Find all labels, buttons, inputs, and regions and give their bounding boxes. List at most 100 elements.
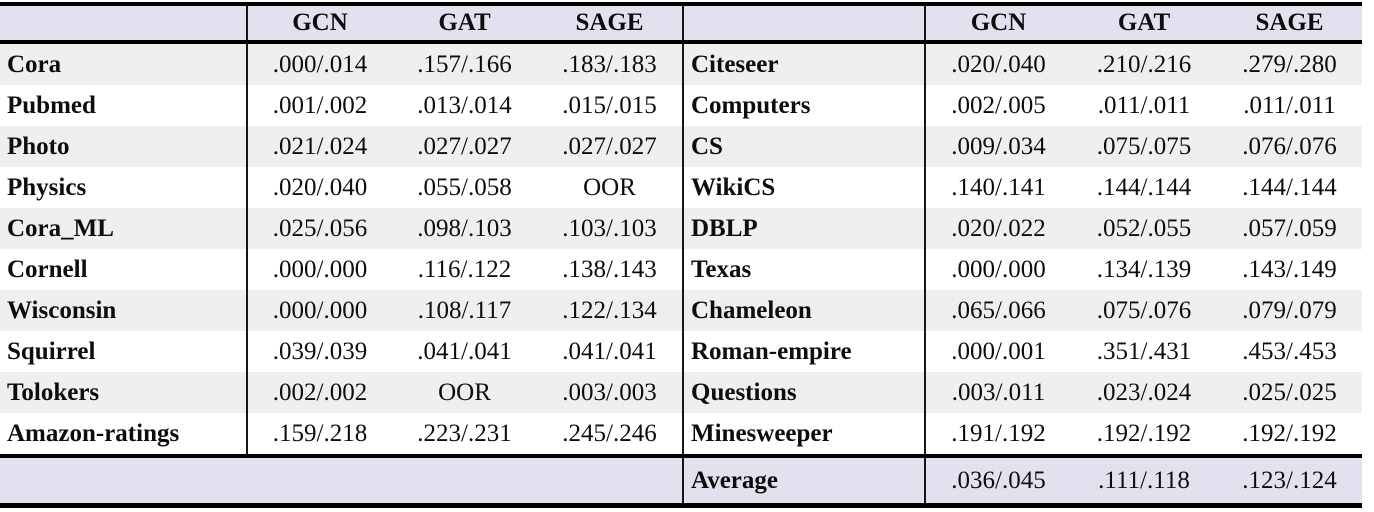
metric-value-cell: .025/.025 (1217, 372, 1362, 413)
metric-value-cell: .223/.231 (392, 413, 537, 456)
table-row: Physics .020/.040.055/.058 OOR WikiCS .140/.… (0, 167, 1362, 208)
table-row: Cornell .000/.000.116/.122.138/.143 Texas.… (0, 249, 1362, 290)
table-row: Pubmed .001/.002.013/.014.015/.015 Compute… (0, 85, 1362, 126)
table-row: Amazon-ratings .159/.218.223/.231.245/.24… (0, 413, 1362, 456)
header-empty-right (683, 4, 926, 44)
metric-value-cell: OOR (392, 372, 537, 413)
dataset-label: Chameleon (683, 290, 926, 331)
metric-value-cell: .009/.034 (925, 126, 1071, 167)
dataset-label: Questions (683, 372, 926, 413)
metric-value-cell: .015/.015 (537, 85, 684, 126)
metric-value-cell: .020/.022 (925, 208, 1071, 249)
metric-value-cell: .075/.076 (1071, 290, 1217, 331)
metric-value-cell: .351/.431 (1071, 331, 1217, 372)
metric-value-cell: .279/.280 (1217, 42, 1362, 85)
dataset-label: Photo (0, 126, 248, 167)
results-table: GCN GAT SAGE GCN GAT SAGE Cora .000/.014.… (0, 2, 1362, 508)
dataset-label: Cora_ML (0, 208, 248, 249)
table-row: Wisconsin .000/.000.108/.117.122/.134 Cham… (0, 290, 1362, 331)
dataset-label: Computers (683, 85, 926, 126)
metric-value-cell: .041/.041 (537, 331, 684, 372)
metric-value-cell: .075/.075 (1071, 126, 1217, 167)
metric-value-cell: .020/.040 (247, 167, 392, 208)
average-label: Average (683, 454, 926, 506)
metric-value-cell: .002/.002 (247, 372, 392, 413)
dataset-label: Amazon-ratings (0, 413, 248, 456)
metric-value-cell: .138/.143 (537, 249, 684, 290)
dataset-label: Roman-empire (683, 331, 926, 372)
metric-value-cell: .116/.122 (392, 249, 537, 290)
dataset-label: Minesweeper (683, 413, 926, 456)
table-row: Cora .000/.014.157/.166.183/.183 Citeseer.… (0, 42, 1362, 85)
metric-value-cell: .057/.059 (1217, 208, 1362, 249)
metric-value-cell: .027/.027 (392, 126, 537, 167)
metric-value-cell: .245/.246 (537, 413, 684, 456)
metric-value-cell: .144/.144 (1217, 167, 1362, 208)
metric-value-cell: .000/.000 (247, 249, 392, 290)
metric-value-cell: .183/.183 (537, 42, 684, 85)
metric-value-cell: .144/.144 (1071, 167, 1217, 208)
metric-value-cell: .076/.076 (1217, 126, 1362, 167)
metric-value-cell: .027/.027 (537, 126, 684, 167)
metric-value-cell: .453/.453 (1217, 331, 1362, 372)
dataset-label: Cornell (0, 249, 248, 290)
metric-value-cell: .013/.014 (392, 85, 537, 126)
dataset-label: Physics (0, 167, 248, 208)
metric-value-cell: .079/.079 (1217, 290, 1362, 331)
metric-value-cell: .098/.103 (392, 208, 537, 249)
metric-value-cell: .011/.011 (1071, 85, 1217, 126)
column-header-sage-left: SAGE (537, 4, 684, 44)
metric-value-cell: .065/.066 (925, 290, 1071, 331)
metric-value-cell: .021/.024 (247, 126, 392, 167)
metric-value-cell: .039/.039 (247, 331, 392, 372)
dataset-label: DBLP (683, 208, 926, 249)
dataset-label: Cora (0, 42, 248, 85)
metric-value-cell: .134/.139 (1071, 249, 1217, 290)
metric-value-cell: .140/.141 (925, 167, 1071, 208)
metric-value-cell: .020/.040 (925, 42, 1071, 85)
metric-value-cell: OOR (537, 167, 684, 208)
table-row: Photo .021/.024.027/.027.027/.027 CS .009/.… (0, 126, 1362, 167)
metric-value-cell: .002/.005 (925, 85, 1071, 126)
average-row: Average .036/.045 .111/.118 .123/.124 (0, 454, 1362, 506)
average-value-gat: .111/.118 (1071, 454, 1217, 506)
metric-value-cell: .000/.001 (925, 331, 1071, 372)
metric-value-cell: .143/.149 (1217, 249, 1362, 290)
column-header-sage-right: SAGE (1217, 4, 1362, 44)
average-value-sage: .123/.124 (1217, 454, 1362, 506)
metric-value-cell: .103/.103 (537, 208, 684, 249)
table-row: Squirrel .039/.039.041/.041.041/.041 Roman… (0, 331, 1362, 372)
dataset-label: Pubmed (0, 85, 248, 126)
metric-value-cell: .052/.055 (1071, 208, 1217, 249)
metric-value-cell: .003/.011 (925, 372, 1071, 413)
metric-value-cell: .011/.011 (1217, 85, 1362, 126)
average-value-gcn: .036/.045 (925, 454, 1071, 506)
column-header-gcn-right: GCN (925, 4, 1071, 44)
column-header-gat-right: GAT (1071, 4, 1217, 44)
metric-value-cell: .003/.003 (537, 372, 684, 413)
metric-value-cell: .000/.014 (247, 42, 392, 85)
metric-value-cell: .192/.192 (1071, 413, 1217, 456)
metric-value-cell: .122/.134 (537, 290, 684, 331)
dataset-label: Squirrel (0, 331, 248, 372)
table-row: Tolokers .002/.002 OOR .003/.003 Questions .0… (0, 372, 1362, 413)
header-row: GCN GAT SAGE GCN GAT SAGE (0, 4, 1362, 44)
dataset-label: WikiCS (683, 167, 926, 208)
dataset-label: CS (683, 126, 926, 167)
column-header-gat-left: GAT (392, 4, 537, 44)
table-row: Cora_ML .025/.056.098/.103.103/.103 DBLP .0… (0, 208, 1362, 249)
metric-value-cell: .000/.000 (247, 290, 392, 331)
dataset-label: Citeseer (683, 42, 926, 85)
metric-value-cell: .159/.218 (247, 413, 392, 456)
metric-value-cell: .000/.000 (925, 249, 1071, 290)
metric-value-cell: .055/.058 (392, 167, 537, 208)
metric-value-cell: .023/.024 (1071, 372, 1217, 413)
metric-value-cell: .210/.216 (1071, 42, 1217, 85)
header-empty-left (0, 4, 248, 44)
metric-value-cell: .108/.117 (392, 290, 537, 331)
dataset-label: Tolokers (0, 372, 248, 413)
dataset-label: Wisconsin (0, 290, 248, 331)
metric-value-cell: .157/.166 (392, 42, 537, 85)
metric-value-cell: .191/.192 (925, 413, 1071, 456)
average-empty-left (0, 454, 684, 506)
